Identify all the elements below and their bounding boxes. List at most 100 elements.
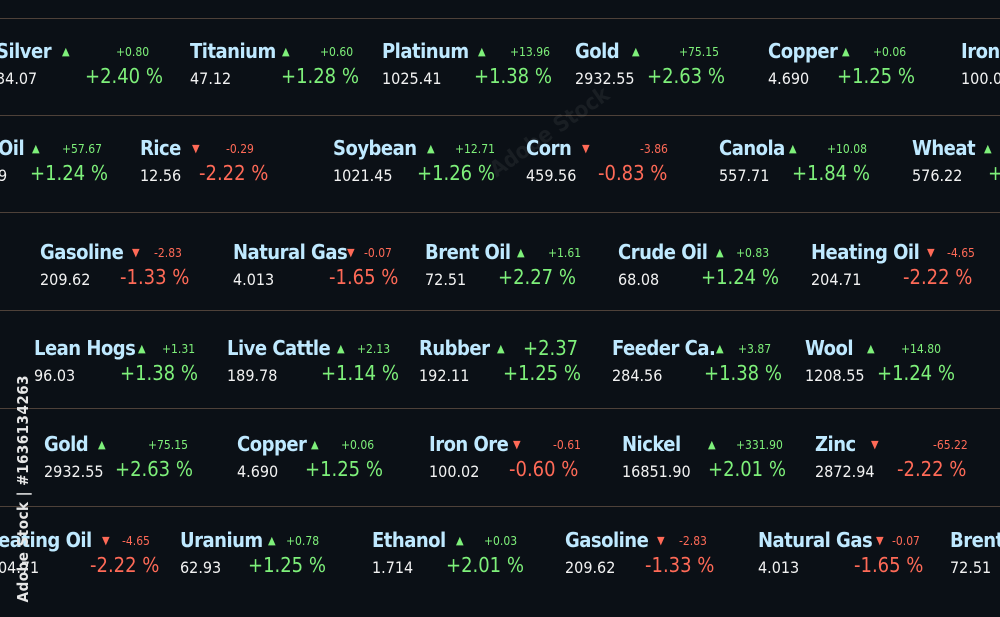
price-change: +0.06 bbox=[341, 438, 375, 452]
up-arrow-icon: ▲ bbox=[456, 534, 464, 547]
watermark-side-text: Adobe Stock | #1636134263 bbox=[14, 375, 32, 603]
price: 209.62 bbox=[565, 558, 616, 577]
row-separator bbox=[0, 115, 1000, 116]
ticker-cell: Oil ▲ +57.67 9 +1.24 % bbox=[0, 136, 188, 216]
percent-change: +1.25 % bbox=[305, 457, 383, 481]
price-change: -0.07 bbox=[892, 534, 920, 548]
percent-change: +2.27 % bbox=[498, 265, 576, 289]
price-change: -0.61 bbox=[553, 438, 581, 452]
percent-change: +1.24 % bbox=[877, 361, 955, 385]
row-separator bbox=[0, 310, 1000, 311]
percent-change: -2.22 % bbox=[199, 161, 269, 185]
ticker-cell: Brent Oil ▲ +1.61 72.51 +2.27 % bbox=[425, 240, 615, 320]
price: 2872.94 bbox=[815, 462, 875, 481]
price-change: +0.03 bbox=[484, 534, 518, 548]
percent-change: +1.25 % bbox=[248, 553, 326, 577]
up-arrow-icon: ▲ bbox=[311, 438, 319, 451]
price: 100.02 bbox=[429, 462, 480, 481]
ticker-cell: Live Cattle ▲ +2.13 189.78 +1.14 % bbox=[227, 336, 417, 416]
commodity-name: Soybean bbox=[333, 136, 417, 160]
percent-change: -2.22 % bbox=[903, 265, 973, 289]
up-arrow-icon: ▲ bbox=[62, 45, 70, 58]
commodity-name: Gasoline bbox=[40, 240, 124, 264]
price-change: +13.96 bbox=[510, 45, 550, 59]
price-change: +1.61 bbox=[548, 246, 582, 260]
price: 04.71 bbox=[0, 558, 40, 577]
commodity-name: Platinum bbox=[382, 39, 469, 63]
percent-change: -0.60 % bbox=[509, 457, 579, 481]
commodity-name: Natural Gas bbox=[758, 528, 873, 552]
price: 284.56 bbox=[612, 366, 663, 385]
down-arrow-icon: ▼ bbox=[657, 534, 665, 547]
commodity-name: Uranium bbox=[180, 528, 263, 552]
percent-change: +1.38 % bbox=[474, 64, 552, 88]
commodity-name: Corn bbox=[526, 136, 572, 160]
price: 72.51 bbox=[950, 558, 992, 577]
up-arrow-icon: ▲ bbox=[478, 45, 486, 58]
commodity-name: Canola bbox=[719, 136, 785, 160]
percent-change: +2.01 % bbox=[708, 457, 786, 481]
down-arrow-icon: ▼ bbox=[582, 142, 590, 155]
percent-change: +1.25 % bbox=[503, 361, 581, 385]
price: 459.56 bbox=[526, 166, 577, 185]
price: 9 bbox=[0, 166, 8, 185]
percent-change: +1.38 % bbox=[704, 361, 782, 385]
ticker-cell: Uranium ▲ +0.78 62.93 +1.25 % bbox=[180, 528, 370, 608]
down-arrow-icon: ▼ bbox=[876, 534, 884, 547]
price-change: +57.67 bbox=[62, 142, 102, 156]
price-change: +75.15 bbox=[148, 438, 188, 452]
down-arrow-icon: ▼ bbox=[871, 438, 879, 451]
commodity-name: Zinc bbox=[815, 432, 856, 456]
price-change: +0.83 bbox=[736, 246, 770, 260]
price: 100.0 bbox=[961, 69, 1000, 88]
percent-change: -0.83 % bbox=[598, 161, 668, 185]
price: 16851.90 bbox=[622, 462, 691, 481]
ticker-cell: Copper ▲ +0.06 4.690 +1.25 % bbox=[237, 432, 427, 512]
ticker-cell: Iron Ore ▼ -0.61 100.02 -0.60 % bbox=[429, 432, 619, 512]
ticker-cell: Rubber ▲ +2.37 192.11 +1.25 % bbox=[419, 336, 609, 416]
ticker-cell: Gold ▲ +75.15 2932.55 +2.63 % bbox=[575, 39, 765, 119]
up-arrow-icon: ▲ bbox=[716, 246, 724, 259]
commodity-name: Iron bbox=[961, 39, 1000, 63]
price-change: -2.83 bbox=[154, 246, 182, 260]
price-change: -4.65 bbox=[947, 246, 975, 260]
commodity-name: Titanium bbox=[190, 39, 276, 63]
percent-change: -2.22 % bbox=[897, 457, 967, 481]
ticker-cell: Soybean ▲ +12.71 1021.45 +1.26 % bbox=[333, 136, 523, 216]
commodity-name: Feeder Ca. bbox=[612, 336, 716, 360]
up-arrow-icon: ▲ bbox=[497, 342, 505, 355]
commodity-name: Gasoline bbox=[565, 528, 649, 552]
price: 96.03 bbox=[34, 366, 76, 385]
ticker-cell: Silver ▲ +0.80 34.07 +2.40 % bbox=[0, 39, 186, 119]
percent-change: -1.65 % bbox=[854, 553, 924, 577]
commodity-name: Brent bbox=[950, 528, 1000, 552]
price-change: -2.83 bbox=[679, 534, 707, 548]
price: 2932.55 bbox=[44, 462, 104, 481]
ticker-cell: Lean Hogs ▲ +1.31 96.03 +1.38 % bbox=[34, 336, 224, 416]
price-change: +1.31 bbox=[162, 342, 196, 356]
ticker-cell: Nickel ▲ +331.90 16851.90 +2.01 % bbox=[622, 432, 812, 512]
ticker-cell: Natural Gas ▼ -0.07 4.013 -1.65 % bbox=[758, 528, 948, 608]
up-arrow-icon: ▲ bbox=[337, 342, 345, 355]
ticker-cell: Gold ▲ +75.15 2932.55 +2.63 % bbox=[44, 432, 234, 512]
ticker-cell: Titanium ▲ +0.60 47.12 +1.28 % bbox=[190, 39, 380, 119]
ticker-cell: Heating Oil ▼ -4.65 204.71 -2.22 % bbox=[811, 240, 1000, 320]
ticker-cell: Rice ▼ -0.29 12.56 -2.22 % bbox=[140, 136, 330, 216]
row-separator bbox=[0, 408, 1000, 409]
ticker-cell: Copper ▲ +0.06 4.690 +1.25 % bbox=[768, 39, 958, 119]
price-change: +0.60 bbox=[320, 45, 354, 59]
price: 72.51 bbox=[425, 270, 467, 289]
price-change: +0.80 bbox=[116, 45, 150, 59]
ticker-cell: Gasoline ▼ -2.83 209.62 -1.33 % bbox=[565, 528, 755, 608]
commodity-name: Rubber bbox=[419, 336, 490, 360]
up-arrow-icon: ▲ bbox=[98, 438, 106, 451]
ticker-cell: Wheat ▲ 576.22 + bbox=[912, 136, 1000, 216]
price: 2932.55 bbox=[575, 69, 635, 88]
down-arrow-icon: ▼ bbox=[192, 142, 200, 155]
commodity-name: Lean Hogs bbox=[34, 336, 136, 360]
price: 4.690 bbox=[768, 69, 810, 88]
ticker-cell: Ethanol ▲ +0.03 1.714 +2.01 % bbox=[372, 528, 562, 608]
price: 1208.55 bbox=[805, 366, 865, 385]
price: 1025.41 bbox=[382, 69, 442, 88]
up-arrow-icon: ▲ bbox=[708, 438, 716, 451]
